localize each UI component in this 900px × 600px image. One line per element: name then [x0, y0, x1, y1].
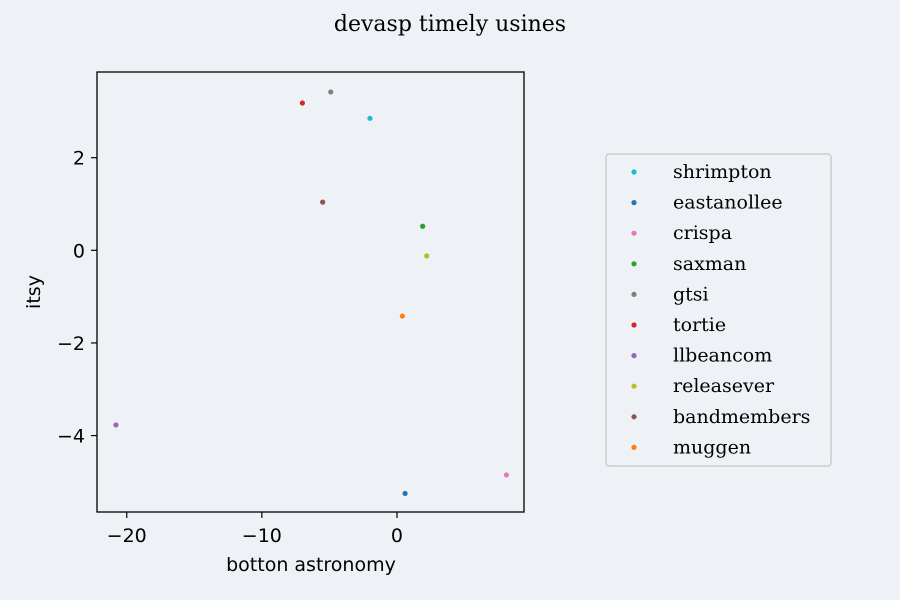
legend-marker-llbeancom — [631, 353, 637, 359]
x-tick-label: 0 — [391, 525, 403, 547]
data-point-releasever — [424, 253, 430, 259]
x-axis-ticks: −20 −10 0 — [107, 512, 403, 547]
legend-label-bandmembers: bandmembers — [673, 406, 810, 428]
plot-frame — [96, 71, 525, 513]
x-tick-label: −10 — [242, 525, 282, 547]
data-points — [113, 89, 510, 497]
legend-marker-crispa — [631, 230, 637, 236]
y-tick-label: −4 — [57, 426, 85, 448]
data-point-muggen — [399, 313, 405, 319]
legend-label-eastanollee: eastanollee — [673, 192, 783, 214]
data-point-shrimpton — [367, 115, 373, 121]
legend-label-tortie: tortie — [673, 314, 726, 336]
data-point-llbeancom — [113, 422, 119, 428]
data-point-eastanollee — [402, 490, 408, 497]
legend-marker-saxman — [631, 261, 637, 267]
legend-marker-releasever — [631, 383, 637, 389]
legend-label-shrimpton: shrimpton — [673, 161, 772, 183]
legend-marker-gtsi — [631, 291, 637, 297]
y-tick-label: 2 — [73, 148, 85, 170]
legend-label-saxman: saxman — [673, 253, 746, 275]
legend-label-gtsi: gtsi — [673, 283, 709, 305]
legend-marker-shrimpton — [631, 169, 637, 175]
x-tick-label: −20 — [107, 525, 147, 547]
y-axis-label: itsy — [23, 275, 45, 309]
legend-marker-tortie — [631, 322, 637, 328]
data-point-gtsi — [328, 89, 334, 95]
legend-marker-muggen — [631, 444, 637, 450]
y-axis-ticks: −4 −2 0 2 — [57, 148, 97, 448]
chart-title: devasp timely usines — [334, 12, 566, 37]
legend-label-releasever: releasever — [673, 375, 775, 397]
legend-marker-bandmembers — [631, 414, 637, 420]
legend-label-muggen: muggen — [673, 436, 751, 458]
x-axis-label: botton astronomy — [226, 554, 396, 576]
data-point-crispa — [503, 472, 510, 478]
data-point-saxman — [420, 223, 426, 229]
legend-label-crispa: crispa — [673, 222, 732, 244]
y-tick-label: −2 — [57, 333, 85, 355]
legend-marker-eastanollee — [631, 200, 637, 206]
legend: shrimpton eastanollee crispa saxman gtsi tort… — [605, 153, 832, 467]
legend-box — [605, 153, 832, 467]
y-tick-label: 0 — [73, 240, 85, 262]
data-point-tortie — [299, 100, 305, 106]
data-point-bandmembers — [320, 199, 326, 205]
legend-label-llbeancom: llbeancom — [673, 345, 772, 367]
